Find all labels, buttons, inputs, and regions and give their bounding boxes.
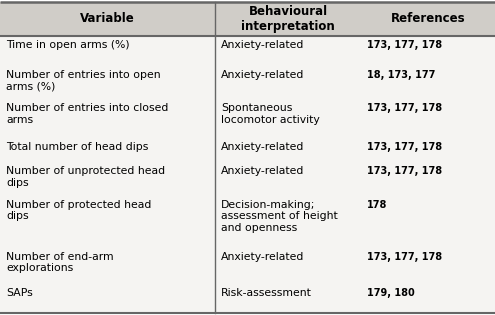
Text: 173, 177, 178: 173, 177, 178	[367, 40, 443, 50]
Text: 178: 178	[367, 200, 388, 209]
Text: Anxiety-related: Anxiety-related	[221, 142, 304, 152]
Text: Number of protected head
dips: Number of protected head dips	[6, 200, 151, 221]
Text: 179, 180: 179, 180	[367, 288, 415, 298]
Text: 18, 173, 177: 18, 173, 177	[367, 70, 436, 80]
Bar	[0, 248, 495, 284]
Bar	[0, 196, 495, 248]
Text: Anxiety-related: Anxiety-related	[221, 252, 304, 262]
Text: SAPs: SAPs	[6, 288, 33, 298]
Text: Variable: Variable	[80, 12, 135, 26]
Text: Number of entries into open
arms (%): Number of entries into open arms (%)	[6, 70, 160, 91]
Bar	[0, 99, 495, 138]
Bar	[0, 66, 495, 99]
Text: Risk-assessment: Risk-assessment	[221, 288, 312, 298]
Text: 173, 177, 178: 173, 177, 178	[367, 142, 443, 152]
Text: Spontaneous
locomotor activity: Spontaneous locomotor activity	[221, 103, 320, 125]
Text: Number of entries into closed
arms: Number of entries into closed arms	[6, 103, 168, 125]
Text: Decision-making;
assessment of height
and openness: Decision-making; assessment of height an…	[221, 200, 338, 233]
Text: Anxiety-related: Anxiety-related	[221, 166, 304, 176]
Bar	[0, 2, 495, 36]
Text: Total number of head dips: Total number of head dips	[6, 142, 148, 152]
Bar	[0, 138, 495, 162]
Text: Behavioural
interpretation: Behavioural interpretation	[242, 5, 335, 33]
Text: 173, 177, 178: 173, 177, 178	[367, 252, 443, 262]
Text: Number of end-arm
explorations: Number of end-arm explorations	[6, 252, 113, 273]
Text: Time in open arms (%): Time in open arms (%)	[6, 40, 130, 50]
Text: Anxiety-related: Anxiety-related	[221, 70, 304, 80]
Text: Anxiety-related: Anxiety-related	[221, 40, 304, 50]
Bar	[0, 36, 495, 66]
Text: References: References	[391, 12, 465, 26]
Text: 173, 177, 178: 173, 177, 178	[367, 166, 443, 176]
Bar	[0, 162, 495, 196]
Bar	[0, 284, 495, 313]
Text: Number of unprotected head
dips: Number of unprotected head dips	[6, 166, 165, 188]
Text: 173, 177, 178: 173, 177, 178	[367, 103, 443, 113]
